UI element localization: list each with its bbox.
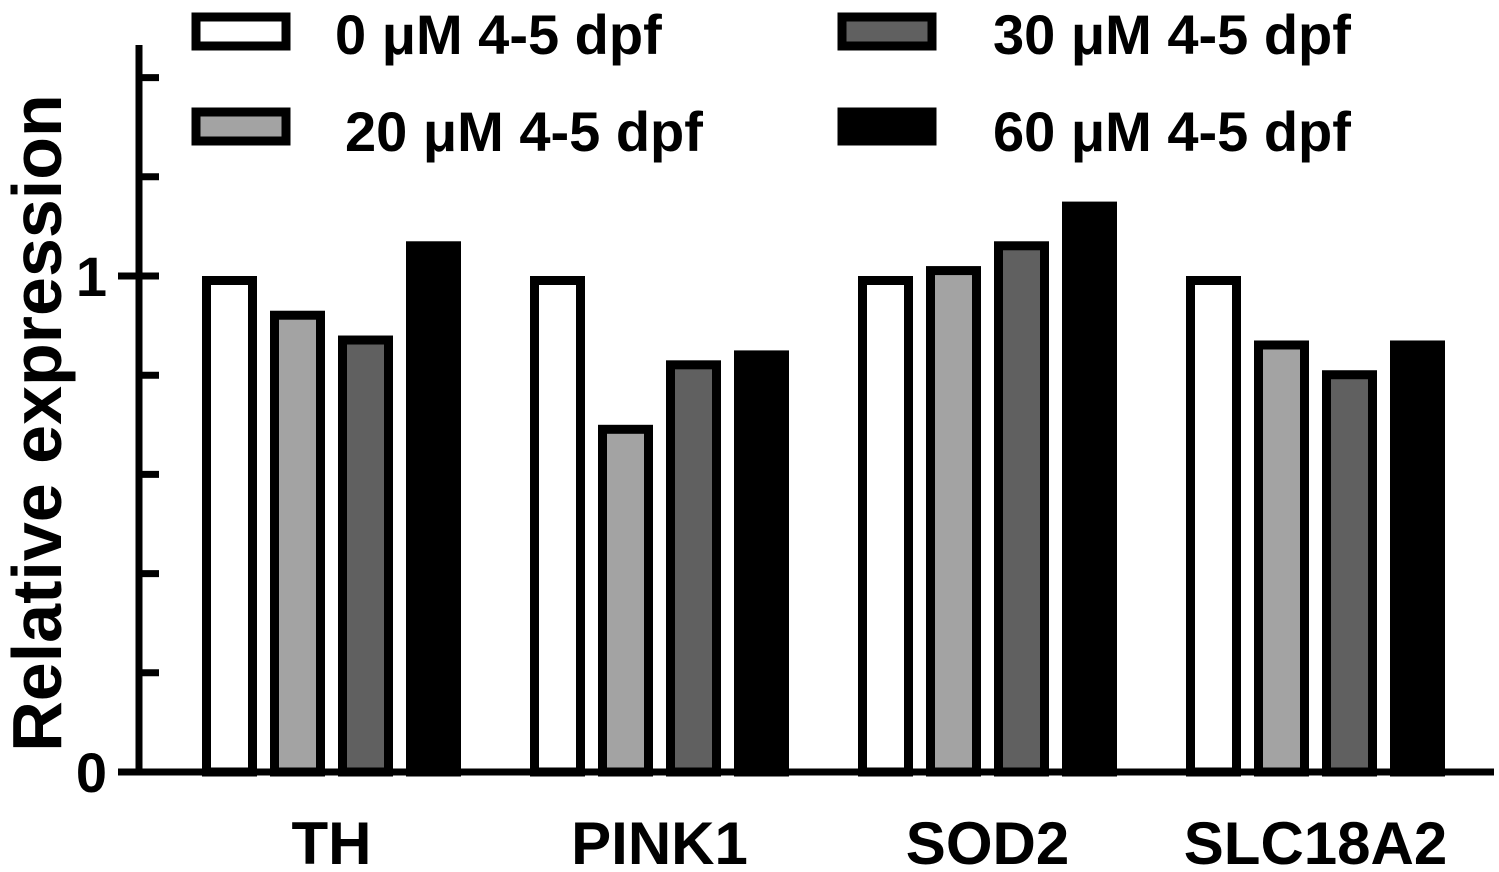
legend-label-0: 0 μM 4-5 dpf [335,3,662,66]
bar-th-series-3 [406,241,461,777]
bar-sod2-series-3 [1062,201,1117,777]
y-ticks: 01 [76,74,159,804]
x-tick-label: SOD2 [906,810,1069,872]
legend-swatch-1 [191,107,291,146]
bar-group-pink1 [530,276,789,777]
legend-swatch-0 [191,12,291,51]
bar-th-series-1 [270,310,325,777]
bar-slc18a2-series-2 [1322,370,1377,777]
bar-group-slc18a2 [1186,276,1445,777]
legend-item: 30 μM 4-5 dpf [837,3,1351,66]
legend-item: 60 μM 4-5 dpf [837,100,1351,163]
legend-item: 20 μM 4-5 dpf [191,100,703,163]
legend-label-3: 60 μM 4-5 dpf [993,100,1351,163]
bar-th-series-2 [338,335,393,777]
y-axis-label: Relative expression [0,94,76,752]
legend-label-2: 30 μM 4-5 dpf [993,3,1351,66]
x-tick-labels: TH PINK1 SOD2 SLC18A2 [292,810,1448,872]
bar-th-series-0 [202,276,257,777]
legend-swatch-3 [837,107,937,146]
bar-pink1-series-0 [530,276,585,777]
bars [202,201,1445,777]
bar-sod2-series-2 [994,241,1049,777]
bar-pink1-series-2 [666,360,721,777]
x-tick-label: SLC18A2 [1184,810,1447,872]
bar-sod2-series-0 [858,276,913,777]
bar-pink1-series-3 [734,350,789,777]
legend-label-1: 20 μM 4-5 dpf [345,100,703,163]
bar-slc18a2-series-0 [1186,276,1241,777]
x-tick-label: TH [292,810,372,872]
bar-slc18a2-series-3 [1390,340,1445,777]
legend-swatch-2 [837,12,937,51]
legend: 0 μM 4-5 dpf 20 μM 4-5 dpf 30 μM 4-5 dpf… [191,3,1351,163]
y-tick-label: 0 [76,741,107,804]
y-tick-label: 1 [76,245,107,308]
x-tick-label: PINK1 [571,810,748,872]
bar-slc18a2-series-1 [1254,340,1309,777]
bar-group-th [202,241,461,777]
bar-pink1-series-1 [598,424,653,777]
bar-group-sod2 [858,201,1117,777]
bar-sod2-series-1 [926,266,981,777]
legend-item: 0 μM 4-5 dpf [191,3,662,66]
